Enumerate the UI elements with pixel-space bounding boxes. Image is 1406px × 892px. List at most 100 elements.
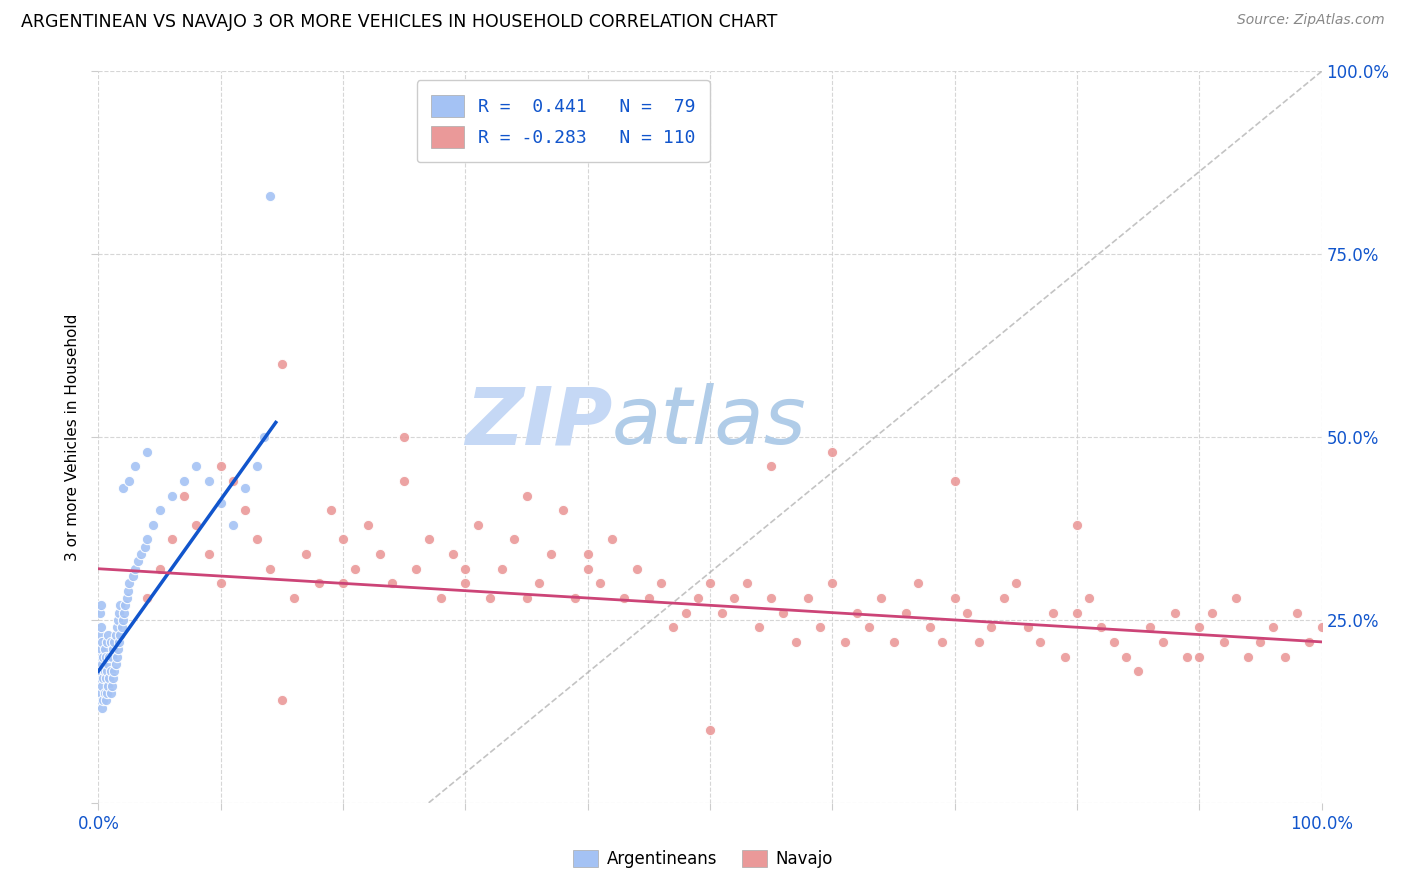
- Point: [344, 562, 367, 576]
- Point: [1274, 649, 1296, 664]
- Point: [956, 606, 979, 620]
- Point: [319, 503, 342, 517]
- Point: [870, 591, 893, 605]
- Text: atlas: atlas: [612, 384, 807, 461]
- Point: [761, 591, 783, 605]
- Point: [96, 635, 118, 649]
- Point: [209, 576, 232, 591]
- Point: [89, 606, 111, 620]
- Point: [418, 533, 440, 547]
- Point: [105, 649, 128, 664]
- Point: [943, 474, 966, 488]
- Point: [233, 481, 256, 495]
- Point: [1102, 635, 1125, 649]
- Point: [222, 517, 245, 532]
- Point: [97, 679, 120, 693]
- Point: [723, 591, 745, 605]
- Point: [91, 700, 114, 714]
- Point: [115, 591, 138, 605]
- Point: [515, 591, 537, 605]
- Point: [332, 576, 354, 591]
- Point: [270, 357, 294, 371]
- Point: [89, 649, 111, 664]
- Point: [127, 554, 149, 568]
- Point: [98, 672, 121, 686]
- Point: [233, 503, 256, 517]
- Point: [149, 503, 172, 517]
- Point: [1225, 591, 1247, 605]
- Point: [1053, 649, 1076, 664]
- Point: [1310, 620, 1333, 634]
- Point: [699, 723, 721, 737]
- Point: [283, 591, 305, 605]
- Y-axis label: 3 or more Vehicles in Household: 3 or more Vehicles in Household: [65, 313, 80, 561]
- Point: [478, 591, 501, 605]
- Point: [91, 679, 114, 693]
- Point: [405, 562, 427, 576]
- Point: [209, 496, 232, 510]
- Point: [110, 599, 132, 613]
- Point: [1261, 620, 1284, 634]
- Point: [90, 599, 112, 613]
- Point: [134, 540, 156, 554]
- Point: [111, 481, 134, 495]
- Point: [1029, 635, 1052, 649]
- Point: [111, 613, 134, 627]
- Point: [785, 635, 807, 649]
- Point: [101, 679, 124, 693]
- Point: [1128, 664, 1150, 678]
- Point: [699, 576, 721, 591]
- Point: [98, 649, 121, 664]
- Point: [834, 635, 856, 649]
- Point: [675, 606, 697, 620]
- Point: [118, 474, 141, 488]
- Point: [308, 576, 330, 591]
- Point: [197, 474, 219, 488]
- Point: [101, 642, 124, 657]
- Point: [1139, 620, 1161, 634]
- Point: [97, 657, 120, 671]
- Point: [821, 576, 844, 591]
- Point: [114, 599, 136, 613]
- Point: [100, 664, 122, 678]
- Point: [186, 517, 208, 532]
- Point: [1066, 517, 1088, 532]
- Point: [136, 444, 159, 458]
- Point: [93, 642, 115, 657]
- Point: [108, 606, 131, 620]
- Point: [96, 664, 118, 678]
- Point: [1066, 606, 1088, 620]
- Text: ZIP: ZIP: [465, 384, 612, 461]
- Point: [931, 635, 953, 649]
- Point: [91, 635, 114, 649]
- Point: [576, 547, 599, 561]
- Point: [111, 620, 134, 634]
- Point: [1017, 620, 1039, 634]
- Text: Source: ZipAtlas.com: Source: ZipAtlas.com: [1237, 13, 1385, 28]
- Point: [129, 547, 152, 561]
- Point: [392, 474, 416, 488]
- Point: [90, 664, 112, 678]
- Point: [89, 627, 111, 641]
- Point: [90, 620, 112, 634]
- Point: [503, 533, 526, 547]
- Point: [1249, 635, 1271, 649]
- Point: [845, 606, 868, 620]
- Point: [91, 649, 114, 664]
- Point: [638, 591, 661, 605]
- Point: [626, 562, 648, 576]
- Point: [94, 693, 117, 707]
- Point: [761, 459, 783, 474]
- Point: [186, 459, 208, 474]
- Point: [101, 672, 124, 686]
- Point: [270, 693, 294, 707]
- Point: [686, 591, 709, 605]
- Point: [103, 664, 125, 678]
- Point: [662, 620, 685, 634]
- Point: [1164, 606, 1187, 620]
- Point: [104, 657, 127, 671]
- Point: [600, 533, 623, 547]
- Point: [527, 576, 550, 591]
- Point: [173, 474, 195, 488]
- Point: [1188, 620, 1211, 634]
